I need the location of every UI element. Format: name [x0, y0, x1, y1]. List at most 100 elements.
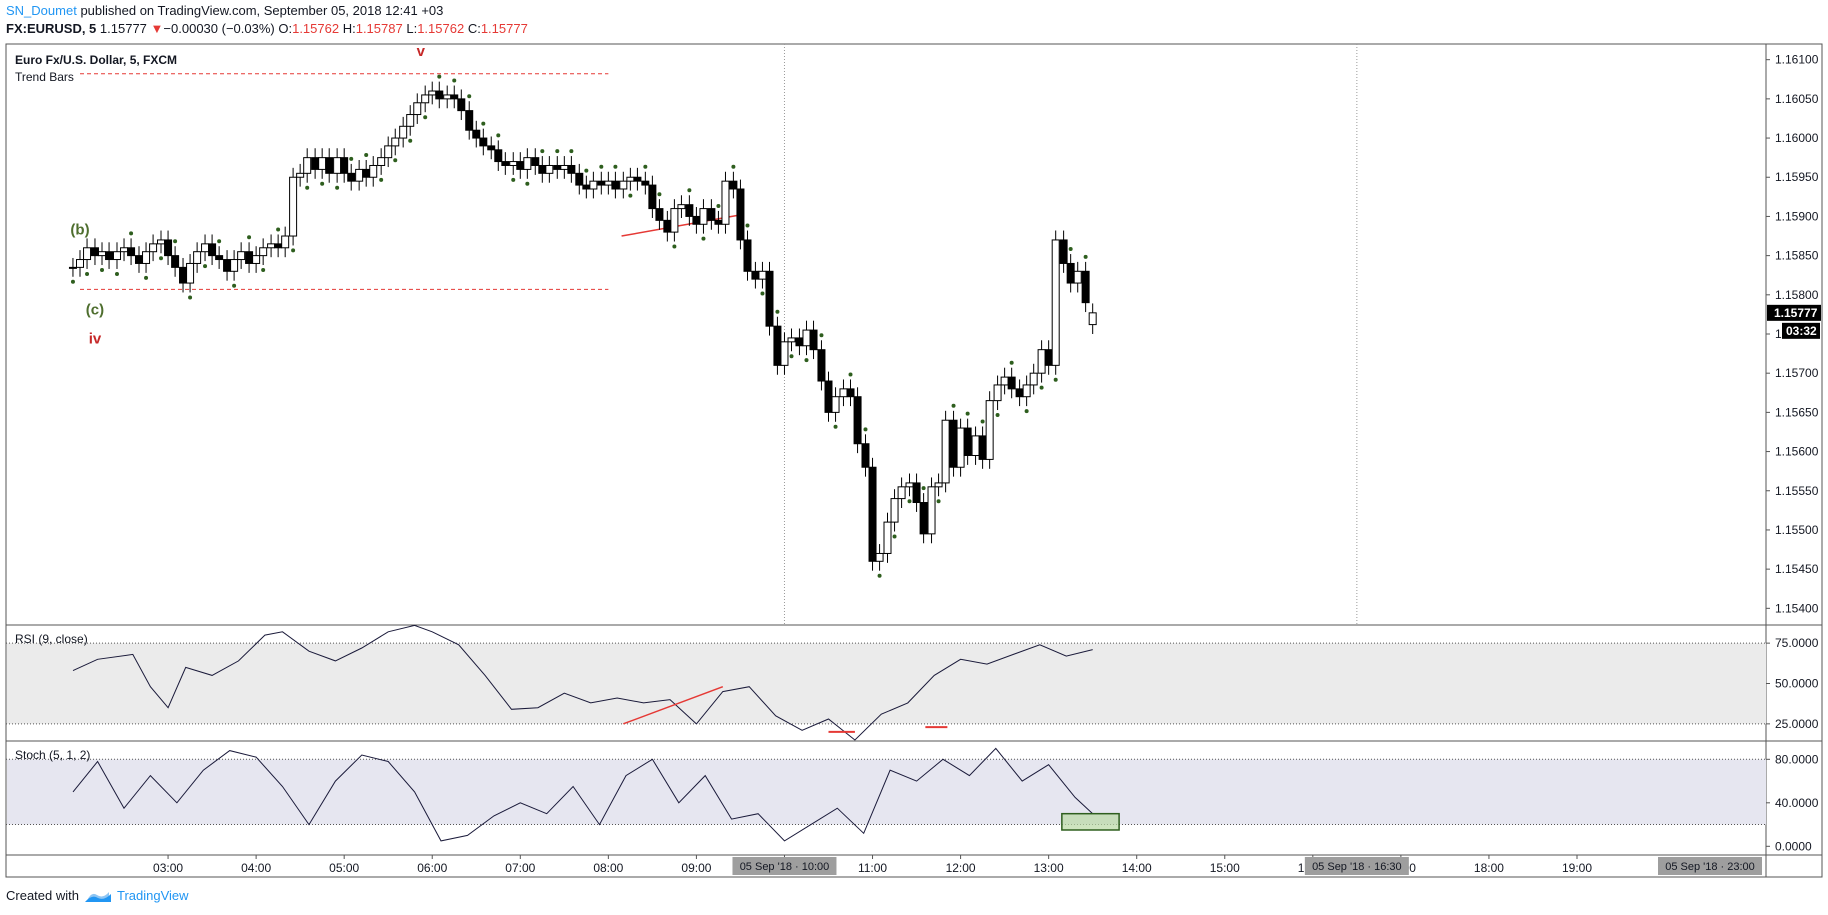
- candle-body: [1022, 384, 1031, 398]
- trend-bar-dot: [349, 156, 354, 161]
- candle-body: [487, 145, 496, 151]
- candle-body: [560, 164, 569, 170]
- trend-bar-dot: [613, 164, 618, 169]
- candle-body: [692, 215, 701, 225]
- candle-body: [90, 247, 99, 257]
- trend-bar-dot: [511, 177, 516, 182]
- trend-bar-dot: [217, 239, 222, 244]
- candle-body: [171, 255, 180, 268]
- ohlc-low: 1.15762: [417, 21, 465, 36]
- trend-bar-dot: [247, 235, 252, 240]
- trend-bar-dot: [525, 181, 530, 186]
- candle-body: [861, 443, 870, 468]
- candle-body: [435, 90, 444, 100]
- candle-body: [289, 176, 298, 237]
- trend-bar-dot: [1024, 409, 1029, 414]
- trend-bar-dot: [159, 256, 164, 261]
- rsi-trendline: [623, 686, 724, 725]
- candle-body: [1037, 349, 1046, 374]
- time-axis-label: 09:00: [681, 861, 711, 875]
- rsi-line: [72, 624, 1093, 741]
- candle-body: [318, 157, 327, 170]
- candle-body: [1081, 270, 1090, 304]
- tradingview-brand-link[interactable]: TradingView: [116, 888, 189, 903]
- candle-body: [274, 243, 283, 249]
- candle-body: [303, 157, 312, 174]
- candle-body: [985, 400, 994, 460]
- trend-bar-dot: [173, 239, 178, 244]
- candle-body: [531, 157, 540, 166]
- price-axis-label: 1.15900: [1775, 209, 1819, 223]
- author-link[interactable]: SN_Doumet: [6, 3, 77, 18]
- trend-bar-dot: [980, 419, 985, 424]
- trend-bar-dot: [569, 149, 574, 154]
- wave-label: (c): [86, 301, 104, 318]
- candle-body: [846, 388, 855, 398]
- candle-body: [252, 255, 261, 264]
- trend-bar-dot: [599, 164, 604, 169]
- candle-body: [670, 208, 679, 233]
- candle-body: [1059, 239, 1068, 264]
- candle-body: [743, 239, 752, 272]
- candle-body: [157, 239, 166, 245]
- candle-body: [890, 498, 899, 523]
- candle-body: [655, 208, 664, 221]
- trend-bar-dot: [701, 236, 706, 241]
- price-axis-label: 1.16100: [1775, 53, 1819, 67]
- candle-body: [1044, 349, 1053, 366]
- trend-bar-dot: [657, 192, 662, 197]
- candle-body: [765, 270, 774, 327]
- trend-bar-dot: [1039, 385, 1044, 390]
- trend-bar-dot: [437, 74, 442, 79]
- tradingview-logo-icon: [84, 891, 111, 902]
- candle-body: [296, 172, 305, 178]
- candle-body: [347, 172, 356, 182]
- candle-body: [1029, 372, 1038, 386]
- time-cursor-label: 05 Sep '18 · 16:30: [1312, 861, 1402, 873]
- candle-body: [714, 219, 723, 225]
- price-axis-label: 1.15550: [1775, 484, 1819, 498]
- trend-bar-dot: [760, 291, 765, 296]
- candle-body: [186, 262, 195, 284]
- candle-body: [604, 180, 613, 186]
- trend-bar-dot: [995, 413, 1000, 418]
- trend-bar-dot: [408, 138, 413, 143]
- price-axis-label: 1.15800: [1775, 288, 1819, 302]
- trend-bar-dot: [819, 333, 824, 338]
- candle-body: [472, 129, 481, 139]
- candle-body: [875, 552, 884, 562]
- candle-body: [802, 329, 811, 347]
- stoch-axis-label: 80.0000: [1775, 752, 1819, 766]
- candle-body: [362, 168, 371, 178]
- candle-body: [237, 251, 246, 261]
- candle-body: [421, 94, 430, 104]
- trend-bar-dot: [1053, 377, 1058, 382]
- candle-body: [369, 164, 378, 178]
- chart-header: SN_Doumet published on TradingView.com, …: [6, 2, 1822, 38]
- candle-body: [68, 266, 77, 269]
- candle-body: [553, 164, 562, 170]
- candle-body: [729, 180, 738, 190]
- stoch-title: Stoch (5, 1, 2): [15, 748, 90, 762]
- time-axis-label: 04:00: [241, 861, 271, 875]
- trend-bar-dot: [85, 271, 90, 276]
- ohlc-close-label: C:: [467, 21, 481, 36]
- trend-bars-label: Trend Bars: [15, 70, 74, 84]
- last-price-tag: [1767, 304, 1821, 321]
- rsi-band: [7, 643, 1766, 724]
- candle-body: [443, 94, 452, 100]
- candle-body: [201, 243, 210, 253]
- price-trendline: [621, 214, 741, 237]
- trend-bar-dot: [951, 403, 956, 408]
- candle-body: [912, 482, 921, 504]
- candle-body: [267, 243, 276, 249]
- candle-body: [479, 137, 488, 147]
- trend-bar-dot: [1083, 254, 1088, 259]
- trend-bar-dot: [775, 309, 780, 314]
- candle-body: [795, 337, 804, 347]
- candle-body: [208, 243, 217, 257]
- candle-body: [773, 325, 782, 366]
- trend-bar-dot: [584, 168, 589, 173]
- candle-body: [355, 168, 364, 182]
